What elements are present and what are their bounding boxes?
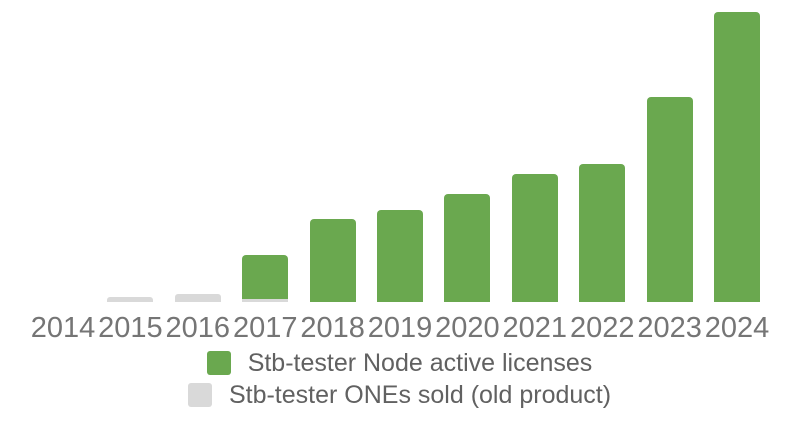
- x-axis-label-2019: 2019: [367, 312, 433, 344]
- x-axis-label-2022: 2022: [569, 312, 635, 344]
- legend-item-ones-sold: Stb-tester ONEs sold (old product): [187, 380, 612, 409]
- x-axis-label-2017: 2017: [232, 312, 298, 344]
- x-axis-label-2018: 2018: [300, 312, 365, 344]
- bar-node-licenses-2019: [377, 210, 423, 302]
- bar-node-licenses-2023: [646, 97, 693, 302]
- node-series-swatch-icon: [206, 351, 231, 375]
- x-axis-label-2016: 2016: [165, 312, 231, 344]
- bar-ones-sold-2015: [107, 297, 154, 302]
- ones-series-swatch-icon: [187, 383, 212, 407]
- bar-node-licenses-2021: [511, 174, 558, 302]
- bar-node-licenses-2022: [579, 164, 626, 302]
- x-axis-label-2021: 2021: [502, 312, 568, 344]
- x-axis-label-2023: 2023: [637, 312, 702, 344]
- bar-node-licenses-2020: [444, 194, 491, 302]
- ones-series-label: Stb-tester ONEs sold (old product): [228, 380, 612, 409]
- x-axis-label-2020: 2020: [435, 312, 500, 344]
- x-axis-label-2015: 2015: [98, 312, 163, 344]
- x-axis-label-2014: 2014: [30, 312, 96, 344]
- bar-ones-sold-2017: [242, 299, 289, 302]
- legend: Stb-tester Node active licenses Stb-test…: [0, 349, 799, 409]
- bar-ones-sold-2016: [174, 294, 221, 302]
- legend-item-node-licenses: Stb-tester Node active licenses: [206, 348, 593, 377]
- bar-node-licenses-2024: [714, 12, 760, 302]
- x-axis-label-2024: 2024: [704, 312, 770, 344]
- bar-node-licenses-2017: [242, 255, 289, 299]
- node-series-label: Stb-tester Node active licenses: [247, 348, 593, 377]
- bar-node-licenses-2018: [309, 219, 356, 302]
